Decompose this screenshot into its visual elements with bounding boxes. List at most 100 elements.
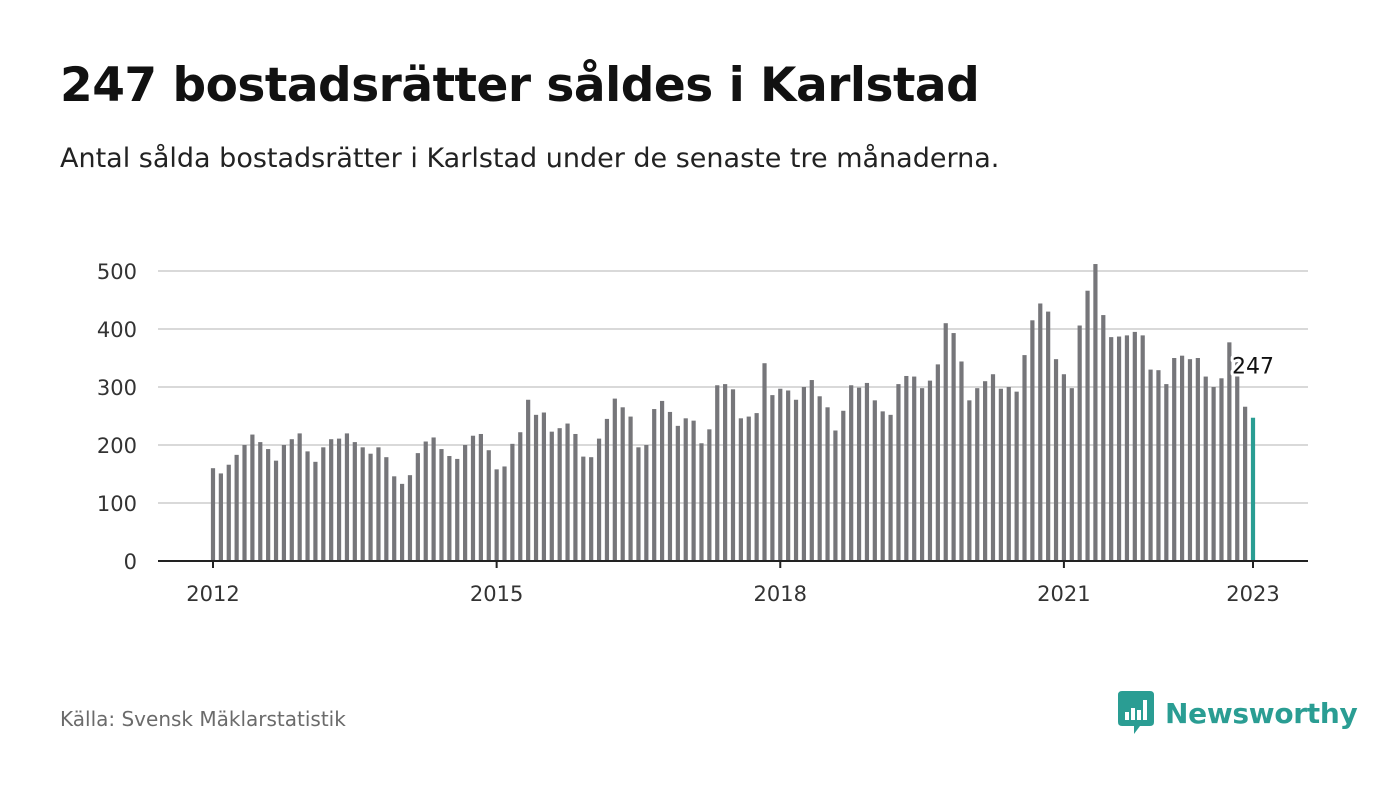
bar	[1046, 311, 1051, 561]
bar	[502, 466, 507, 561]
bar	[368, 453, 373, 561]
bar	[1116, 336, 1122, 561]
bar	[344, 433, 350, 561]
bar	[856, 387, 862, 561]
bar	[549, 431, 554, 561]
brand-name: Newsworthy	[1165, 696, 1358, 730]
bar	[1235, 362, 1240, 561]
bar	[849, 385, 854, 561]
bar	[786, 390, 791, 561]
bar	[1124, 335, 1130, 561]
bar	[376, 447, 381, 561]
bar	[793, 399, 799, 561]
y-tick-label: 0	[124, 550, 137, 574]
bar	[455, 458, 460, 561]
bar	[754, 413, 759, 561]
bar	[526, 399, 531, 561]
bar	[825, 407, 830, 561]
bar	[620, 407, 625, 561]
bar	[1038, 303, 1043, 561]
bar	[273, 460, 279, 561]
bar	[998, 388, 1003, 561]
bar	[715, 385, 720, 561]
y-tick-label: 300	[97, 376, 137, 400]
y-axis-ticks: 0 100 200 300 400 500	[97, 260, 137, 574]
bar	[494, 469, 499, 561]
bar	[612, 398, 617, 561]
bar	[234, 454, 239, 561]
bar	[1085, 290, 1090, 561]
bar	[399, 483, 405, 561]
bar	[959, 361, 964, 561]
bar	[589, 457, 594, 561]
bar	[943, 323, 948, 561]
bar	[313, 461, 318, 561]
bar	[258, 442, 263, 561]
bar	[951, 333, 956, 561]
bar	[990, 374, 996, 561]
bar	[1187, 359, 1193, 561]
bar	[1101, 315, 1106, 561]
bar	[510, 443, 515, 561]
y-tick-label: 400	[97, 318, 137, 342]
bar	[250, 434, 255, 561]
chart-title: 247 bostadsrätter såldes i Karlstad	[60, 58, 980, 113]
bar	[447, 456, 452, 561]
bar	[1195, 358, 1200, 561]
bar	[604, 418, 610, 561]
bar	[983, 381, 988, 561]
bar	[242, 445, 247, 561]
bar	[329, 439, 334, 561]
source-note: Källa: Svensk Mäklarstatistik	[60, 707, 346, 731]
bar	[1093, 264, 1098, 561]
bar	[423, 441, 428, 561]
brand-logo[interactable]: Newsworthy	[1118, 690, 1358, 736]
x-axis-ticks: 2012 2015 2018 2021 2023	[186, 561, 1280, 606]
bar	[896, 384, 901, 561]
bar	[518, 432, 523, 561]
bar	[659, 400, 665, 561]
bar	[1077, 325, 1082, 561]
bar	[817, 396, 822, 561]
last-value-label: 247	[1232, 355, 1274, 380]
bar	[210, 468, 216, 561]
bar	[699, 443, 704, 561]
bar	[912, 376, 917, 561]
bar	[431, 437, 436, 561]
bar	[1243, 406, 1248, 561]
bar	[1211, 387, 1216, 561]
bar	[1148, 369, 1153, 561]
bar	[470, 435, 476, 561]
bar	[266, 449, 271, 561]
bar	[297, 433, 302, 561]
bar	[573, 433, 578, 561]
bar	[636, 447, 641, 561]
bar	[557, 428, 562, 561]
bar	[478, 433, 483, 561]
bar	[904, 375, 909, 561]
bar	[1061, 374, 1067, 561]
bar	[463, 445, 468, 561]
bar	[1022, 355, 1027, 561]
bar	[565, 423, 570, 561]
bar	[1006, 387, 1011, 561]
bar	[644, 445, 649, 561]
bar	[486, 450, 491, 561]
bar	[581, 456, 586, 561]
bar	[1109, 337, 1114, 561]
x-tick-label: 2012	[186, 582, 239, 606]
bar	[880, 411, 885, 561]
bar	[888, 414, 893, 561]
bar-chart-speech-bubble-icon	[1118, 691, 1154, 734]
bar	[1014, 391, 1019, 561]
chart-subtitle: Antal sålda bostadsrätter i Karlstad und…	[60, 143, 1000, 174]
bar	[533, 414, 539, 561]
bar	[1132, 331, 1137, 561]
bar	[723, 384, 728, 561]
bars	[210, 264, 1256, 561]
bar	[305, 451, 310, 561]
bar	[1053, 359, 1059, 561]
bar	[707, 429, 712, 561]
bar	[1227, 342, 1232, 561]
bar	[975, 388, 980, 561]
